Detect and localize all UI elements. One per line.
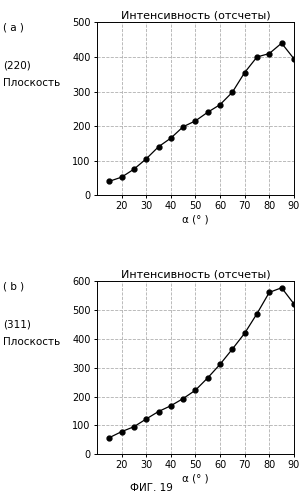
Text: (220): (220): [3, 60, 31, 70]
Text: ФИГ. 19: ФИГ. 19: [130, 483, 173, 493]
X-axis label: α (° ): α (° ): [182, 473, 209, 483]
Text: ( a ): ( a ): [3, 22, 24, 32]
Title: Интенсивность (отсчеты): Интенсивность (отсчеты): [121, 269, 270, 279]
X-axis label: α (° ): α (° ): [182, 214, 209, 224]
Text: (311): (311): [3, 319, 31, 329]
Text: Плоскость: Плоскость: [3, 337, 60, 347]
Text: Плоскость: Плоскость: [3, 78, 60, 88]
Title: Интенсивность (отсчеты): Интенсивность (отсчеты): [121, 10, 270, 20]
Text: ( b ): ( b ): [3, 281, 24, 291]
